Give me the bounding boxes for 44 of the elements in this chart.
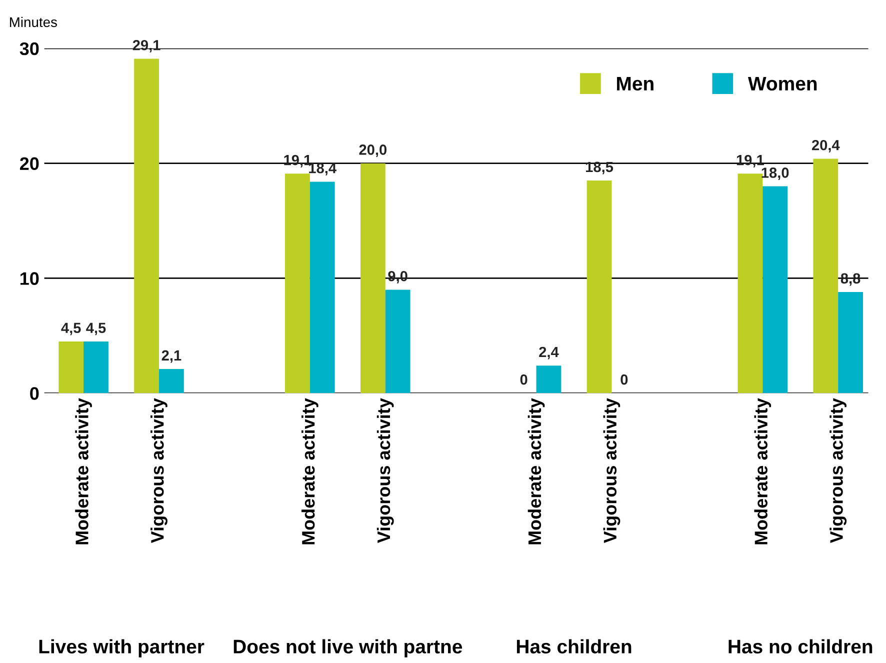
- bar: [586, 180, 612, 394]
- data-label: 2,1: [162, 350, 182, 363]
- x-tick-label: Moderate activity: [528, 398, 545, 544]
- bar: [134, 58, 159, 394]
- bar: [58, 341, 84, 394]
- x-tick-label: Moderate activity: [754, 398, 772, 544]
- data-label: 18,5: [586, 162, 614, 174]
- y-tick-label: 30: [20, 42, 39, 56]
- legend-label: Women: [748, 76, 817, 91]
- bar: [536, 366, 562, 394]
- data-label: 4,5: [61, 322, 81, 336]
- bar: [84, 341, 108, 394]
- y-axis-title: Minutes: [10, 16, 57, 28]
- bar: [285, 174, 310, 394]
- y-tick-label: 10: [20, 272, 39, 285]
- x-tick-label: Vigorous activity: [376, 398, 394, 544]
- bar: [838, 292, 863, 394]
- data-label: 20,4: [812, 140, 840, 152]
- data-label: 20,0: [359, 144, 387, 157]
- data-label: 18,0: [762, 168, 789, 180]
- x-tick-label: Vigorous activity: [603, 398, 620, 544]
- bar: [738, 174, 763, 394]
- y-tick-label: 0: [30, 387, 39, 400]
- text: Has no children: [728, 639, 872, 654]
- bar: [158, 369, 184, 394]
- bar: [762, 186, 788, 394]
- data-label: 4,5: [86, 322, 106, 336]
- x-tick-label: Vigorous activity: [150, 398, 168, 544]
- x-tick-label: Moderate activity: [75, 398, 92, 544]
- bar: [813, 158, 838, 394]
- legend-label: Men: [617, 76, 654, 91]
- bar: [385, 290, 410, 394]
- text: Does not live with partne: [234, 639, 462, 658]
- y-tick-label: 20: [20, 157, 39, 170]
- x-tick-label: Moderate activity: [301, 398, 318, 544]
- data-label: 0: [520, 374, 528, 385]
- data-label: 18,4: [309, 162, 336, 176]
- data-label: 0: [620, 374, 628, 385]
- x-tick-label: Vigorous activity: [830, 398, 847, 544]
- bar: [360, 163, 386, 394]
- text: Lives with partner: [39, 639, 204, 658]
- data-label: 2,4: [539, 346, 559, 360]
- text: Has children: [516, 639, 632, 654]
- bar: [310, 182, 335, 394]
